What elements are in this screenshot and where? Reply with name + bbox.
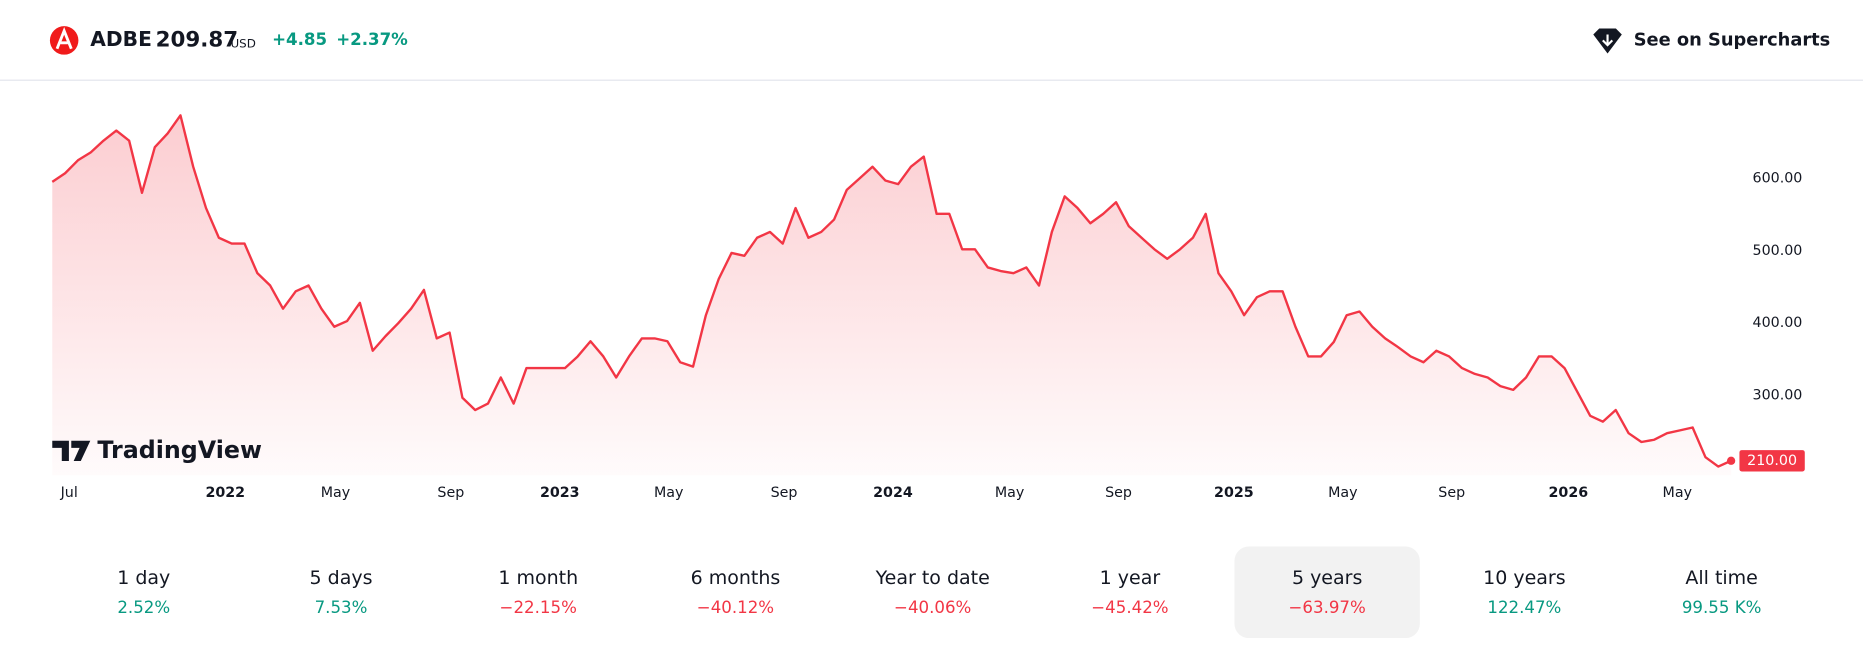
- x-tick-label: Sep: [1438, 485, 1465, 501]
- period-value[interactable]: 2.52%: [117, 598, 170, 617]
- x-tick-label: May: [1663, 485, 1693, 501]
- logo-glyph: [55, 27, 73, 50]
- x-tick-label: 2026: [1549, 485, 1589, 501]
- x-tick-label: Sep: [771, 485, 798, 501]
- change: +4.85: [272, 30, 327, 49]
- y-tick-label: 400.00: [1753, 315, 1803, 331]
- area: [52, 115, 1732, 476]
- line: [51, 114, 1732, 468]
- period-label[interactable]: 1 day: [117, 567, 170, 589]
- x-tick-label: Sep: [1105, 485, 1132, 501]
- y-tick-label: 600.00: [1753, 170, 1803, 186]
- watermark: TradingView: [97, 436, 262, 464]
- supercharts-icon-arrow: [1602, 34, 1614, 47]
- x-tick-label: May: [321, 485, 351, 501]
- period-value[interactable]: −45.42%: [1091, 598, 1168, 617]
- period-value[interactable]: −40.12%: [697, 598, 774, 617]
- period-value[interactable]: 122.47%: [1487, 598, 1561, 617]
- x-tick-label: May: [995, 485, 1025, 501]
- last-price-badge: [1739, 450, 1805, 472]
- x-tick-label: 2024: [873, 485, 913, 501]
- supercharts-button[interactable]: See on Supercharts: [1634, 29, 1831, 50]
- period-value[interactable]: −22.15%: [500, 598, 577, 617]
- x-tick-label: May: [1328, 485, 1358, 501]
- period-value[interactable]: −63.97%: [1288, 598, 1365, 617]
- x-tick-label: Sep: [437, 485, 464, 501]
- periods: 1 day 2.52% 5 days 7.53% 1 month −22.15% 6 mon…: [117, 546, 1762, 639]
- period-label[interactable]: 5 years: [1292, 567, 1362, 589]
- period-label[interactable]: 5 days: [310, 567, 373, 589]
- plot: 300.00 400.00 500.00 600.00 Jul 2022 May Sep 202…: [51, 114, 1805, 501]
- x-tick-label: May: [654, 485, 684, 501]
- y-tick-label: 500.00: [1753, 243, 1803, 259]
- y-tick-label: 300.00: [1753, 388, 1803, 404]
- period-label[interactable]: All time: [1685, 567, 1758, 589]
- ticker: ADBE: [90, 27, 152, 51]
- watermark-logo: [52, 440, 91, 462]
- period-label[interactable]: 1 year: [1100, 567, 1161, 589]
- x-tick-label: Jul: [60, 485, 78, 501]
- period-label[interactable]: 10 years: [1483, 567, 1566, 589]
- period-label[interactable]: Year to date: [875, 567, 990, 589]
- currency: USD: [230, 36, 255, 50]
- period-value[interactable]: 7.53%: [315, 598, 368, 617]
- last-point: [1726, 456, 1736, 465]
- period-value[interactable]: 99.55 K%: [1682, 598, 1762, 617]
- period-label[interactable]: 1 month: [498, 567, 578, 589]
- last-price-label: 210.00: [1747, 453, 1797, 469]
- x-tick-label: 2025: [1214, 485, 1254, 501]
- x-tick-label: 2023: [540, 485, 580, 501]
- period-label[interactable]: 6 months: [691, 567, 781, 589]
- x-tick-label: 2022: [205, 485, 245, 501]
- price: 209.87: [156, 27, 238, 52]
- period-selected[interactable]: [1234, 546, 1420, 639]
- change-percent: +2.37%: [336, 30, 408, 49]
- period-value[interactable]: −40.06%: [894, 598, 971, 617]
